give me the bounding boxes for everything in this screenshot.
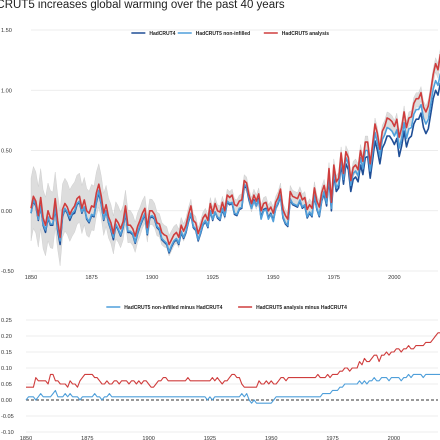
- x-tick-label: 1975: [328, 275, 340, 281]
- series-line-hadcrut5-analysis: [30, 53, 440, 246]
- uncertainty-band: [30, 49, 440, 266]
- x-tick-label: 1925: [206, 275, 218, 281]
- y-tick-label: 1.00: [1, 88, 12, 94]
- legend-label: HadCRUT4: [149, 31, 175, 37]
- y-tick-label: -0.05: [1, 414, 14, 420]
- legend-label: HadCRUT5 non-infilled minus HadCRUT4: [124, 305, 222, 311]
- x-tick-label: 1850: [25, 275, 37, 281]
- y-tick-label: 0.15: [1, 350, 12, 356]
- x-tick-label: 1875: [85, 275, 97, 281]
- y-tick-label: 0.20: [1, 334, 12, 340]
- y-tick-label: 1.50: [1, 28, 12, 34]
- series-line-hadcrut5-analysis-minus-hadcrut4: [26, 332, 440, 388]
- y-tick-label: 0.05: [1, 382, 12, 388]
- x-tick-label: 1950: [267, 275, 279, 281]
- legend-label: HadCRUT5 analysis: [282, 31, 329, 37]
- x-tick-label: 1875: [81, 436, 93, 440]
- x-tick-label: 2000: [388, 436, 400, 440]
- x-tick-label: 1975: [326, 436, 338, 440]
- legend-label: HadCRUT5 non-infilled: [196, 31, 250, 37]
- y-tick-label: 0.50: [1, 149, 12, 155]
- y-tick-label: 0.10: [1, 366, 12, 372]
- x-tick-label: 1900: [142, 436, 154, 440]
- x-tick-label: 2000: [388, 275, 400, 281]
- x-tick-label: 1850: [20, 436, 32, 440]
- legend-label: HadCRUT5 analysis minus HadCRUT4: [256, 305, 347, 311]
- series-line-hadcrut5-non-infilled: [30, 73, 440, 253]
- y-tick-label: -0.10: [1, 430, 14, 436]
- y-tick-label: 0.00: [1, 209, 12, 215]
- difference-chart: -0.10 -0.05 0.00 0.05 0.10 0.15 0.20 0.25 1850 18…: [1, 305, 440, 440]
- x-tick-label: 1925: [204, 436, 216, 440]
- x-tick-label: 1900: [146, 275, 158, 281]
- x-tick-label: 1950: [265, 436, 277, 440]
- main-temperature-chart: -0.50 0.00 0.50 1.00 1.50 1850 1875 1900 1925 195…: [1, 28, 440, 281]
- y-tick-label: 0.25: [1, 318, 12, 324]
- y-tick-label: -0.50: [1, 269, 14, 275]
- y-tick-label: 0.00: [1, 398, 12, 404]
- series-line-hadcrut5-non-infilled-minus-hadcrut4: [25, 373, 440, 404]
- chart-title: dCRUT5 increases global warming over the…: [0, 0, 285, 11]
